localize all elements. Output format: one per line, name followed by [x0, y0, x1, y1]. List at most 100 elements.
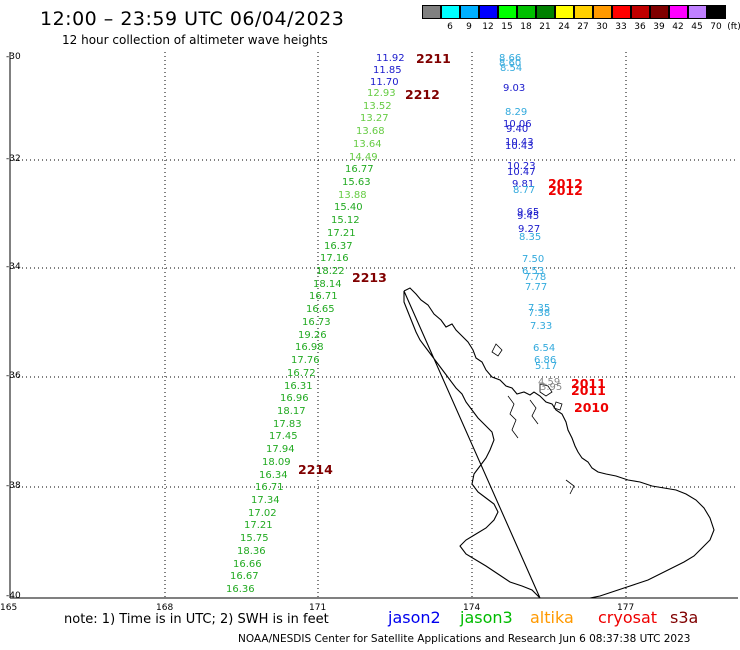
pass-time-label: 2214: [298, 462, 333, 477]
lat-label: -34: [6, 262, 21, 272]
jason3-wave-label: 16.71: [255, 482, 284, 493]
lat-label: -30: [6, 52, 21, 62]
legend-swatch: [650, 5, 669, 19]
page-title: 12:00 – 23:59 UTC 06/04/2023: [40, 8, 345, 30]
harbour-detail-3: [539, 383, 553, 397]
jason3-wave-label: 13.52: [363, 101, 392, 112]
jason3-wave-label: 17.21: [327, 228, 356, 239]
jason3-wave-label: 18.17: [277, 406, 306, 417]
pass-time-label: 2012: [548, 176, 583, 191]
east-wave-label: 9.40: [506, 124, 529, 135]
legend-label: 27: [577, 22, 589, 32]
east-wave-label: 6.54: [533, 343, 556, 354]
east-wave-label: 9.81: [512, 179, 535, 190]
pass-time-label: 2211: [416, 51, 451, 66]
satellite-jason3: jason3: [460, 608, 513, 627]
east-wave-label: 9.27: [518, 224, 541, 235]
jason3-wave-label: 13.88: [338, 190, 367, 201]
legend-swatch: [441, 5, 460, 19]
east-wave-label: 3.95: [540, 382, 563, 393]
jason3-wave-label: 17.45: [269, 431, 298, 442]
legend-label: 39: [653, 22, 665, 32]
legend-label: 21: [539, 22, 551, 32]
harbour-detail: [491, 343, 575, 495]
harbour-detail-4: [553, 401, 563, 411]
jason2-wave-label: 11.70: [370, 77, 399, 88]
east-wave-label: 5.17: [535, 361, 558, 372]
east-wave-label: 10.23: [507, 161, 536, 172]
harbour-detail-5: [491, 343, 503, 357]
jason3-wave-label: 17.76: [291, 355, 320, 366]
east-wave-label: 10.47: [507, 167, 536, 178]
east-wave-label: 10.06: [503, 119, 532, 130]
lon-label: 174: [463, 603, 481, 613]
jason3-wave-label: 16.98: [295, 342, 324, 353]
jason3-wave-label: 16.37: [324, 241, 353, 252]
jason3-wave-label: 16.65: [306, 304, 335, 315]
harbour-detail-6: [565, 479, 575, 495]
jason3-wave-label: 16.71: [309, 291, 338, 302]
legend-label: 15: [501, 22, 513, 32]
east-wave-label: 4.59: [538, 377, 561, 388]
legend-swatch: [479, 5, 498, 19]
jason3-wave-label: 14.49: [349, 152, 378, 163]
lat-label: -38: [6, 481, 21, 491]
east-wave-label: 6.86: [534, 355, 557, 366]
pass-time-label: 2011: [571, 383, 606, 398]
meridian-grid: [164, 52, 627, 598]
jason3-wave-label: 19.26: [298, 330, 327, 341]
jason3-wave-label: 17.16: [320, 253, 349, 264]
jason3-wave-label: 16.77: [345, 164, 374, 175]
jason3-wave-label: 18.14: [313, 279, 342, 290]
east-wave-label: 8.35: [519, 232, 542, 243]
jason2-wave-label: 11.92: [376, 53, 405, 64]
east-wave-label: 8.77: [513, 185, 536, 196]
credit-line: NOAA/NESDIS Center for Satellite Applica…: [238, 633, 691, 645]
jason3-wave-label: 18.09: [262, 457, 291, 468]
legend-swatch: [498, 5, 517, 19]
legend-swatch: [612, 5, 631, 19]
east-wave-label: 9.45: [517, 211, 540, 222]
satellite-cryosat: cryosat: [598, 608, 658, 627]
east-wave-label: 7.50: [522, 254, 545, 265]
jason3-wave-label: 15.63: [342, 177, 371, 188]
north-island-coastline: [403, 287, 715, 599]
lon-label: 168: [156, 603, 174, 613]
jason3-wave-label: 13.68: [356, 126, 385, 137]
east-wave-label: 10.43: [505, 141, 534, 152]
legend-label: 36: [634, 22, 646, 32]
legend-swatch: [707, 5, 726, 19]
pass-time-label: 2010: [574, 400, 609, 415]
jason3-wave-label: 18.22: [316, 266, 345, 277]
east-wave-label: 9.03: [503, 83, 526, 94]
east-wave-label: 8.60: [499, 58, 522, 69]
legend-label: 70: [710, 22, 722, 32]
legend-label: 30: [596, 22, 608, 32]
lat-label: -32: [6, 154, 21, 164]
jason3-wave-label: 17.83: [273, 419, 302, 430]
east-wave-label: 7.38: [528, 308, 551, 319]
legend-swatch: [555, 5, 574, 19]
legend-swatch: [593, 5, 612, 19]
east-wave-label: 7.77: [525, 282, 548, 293]
east-wave-label: 8.54: [500, 63, 523, 74]
legend-label: 9: [466, 22, 472, 32]
east-wave-label: 7.78: [524, 272, 547, 283]
legend-swatch: [574, 5, 593, 19]
lon-label: 177: [617, 603, 635, 613]
legend-unit: (ft): [727, 22, 740, 32]
jason3-wave-label: 17.21: [244, 520, 273, 531]
east-wave-label: 6.53: [522, 266, 545, 277]
legend-label: 18: [520, 22, 532, 32]
jason3-wave-label: 13.64: [353, 139, 382, 150]
legend-swatch: [631, 5, 650, 19]
legend-swatch: [688, 5, 707, 19]
legend-label: 6: [447, 22, 453, 32]
jason3-wave-label: 16.67: [230, 571, 259, 582]
jason3-wave-label: 16.36: [226, 584, 255, 595]
pass-time-label: 2213: [352, 270, 387, 285]
legend-swatch: [422, 5, 441, 19]
legend-label: 12: [482, 22, 494, 32]
lat-label: -36: [6, 371, 21, 381]
